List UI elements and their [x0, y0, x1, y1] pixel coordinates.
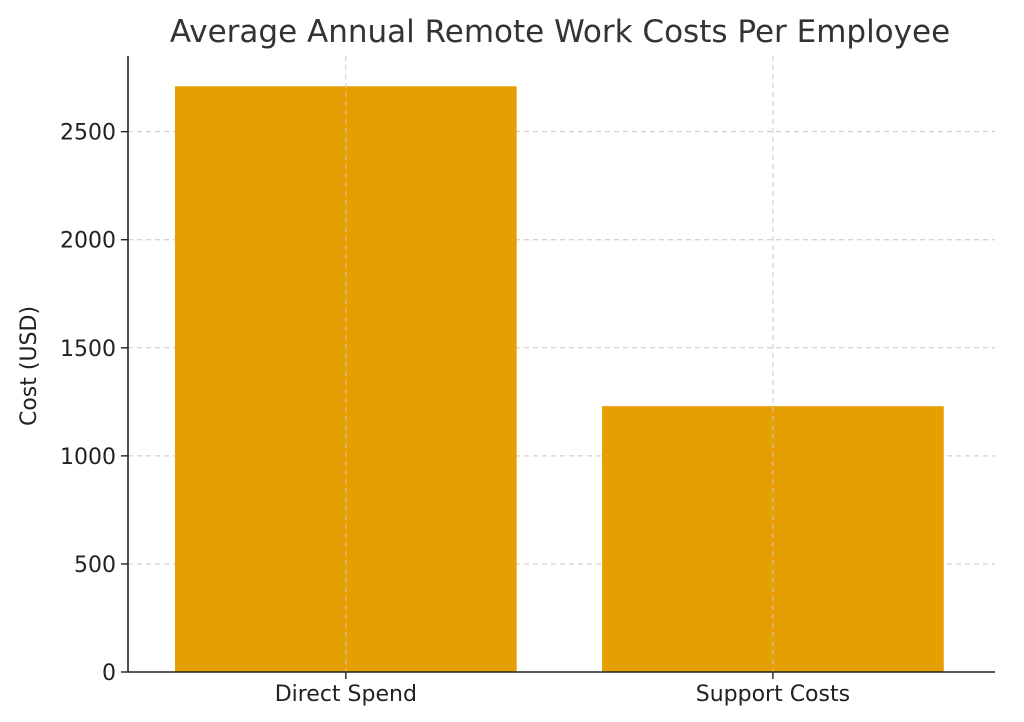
y-axis-ticks: 0 500 1000 1500 2000 2500 — [60, 121, 128, 686]
x-axis-ticks: Direct Spend Support Costs — [275, 672, 850, 707]
x-tick-label: Direct Spend — [275, 682, 417, 707]
x-tick-label: Support Costs — [696, 682, 850, 707]
y-tick-label: 2000 — [60, 229, 116, 254]
y-tick-label: 0 — [102, 661, 116, 686]
y-tick-label: 1000 — [60, 445, 116, 470]
y-tick-label: 500 — [74, 553, 116, 578]
y-tick-label: 1500 — [60, 337, 116, 362]
chart-title: Average Annual Remote Work Costs Per Emp… — [170, 14, 950, 50]
y-tick-label: 2500 — [60, 121, 116, 146]
bars — [174, 86, 944, 673]
y-axis-label: Cost (USD) — [17, 306, 42, 426]
